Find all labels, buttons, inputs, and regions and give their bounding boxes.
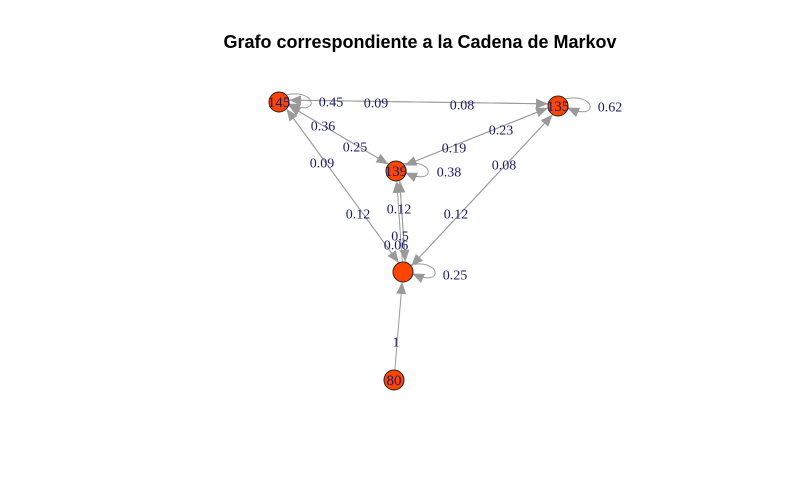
node-nc [392,261,414,283]
edge-label-e139-135: 0.23 [489,124,514,139]
node-n80: 80 [383,369,405,391]
edge-label-ec-135: 0.12 [444,208,469,223]
edge-e139-139 [402,162,429,182]
nodes-layer: 145 135 139 80 [268,91,570,391]
node-circle-n80 [383,369,405,391]
graph-title: Grafo correspondiente a la Cadena de Mar… [223,32,616,52]
edge-label-ec-139: 0.5 [391,230,409,245]
edge-label-e139-139: 0.38 [437,166,462,181]
edge-label-ec-145: 0.12 [346,208,371,223]
edges-layer [285,93,591,371]
edge-label-ec-c: 0.25 [443,269,468,284]
node-label-n139: 139 [385,164,408,180]
edge-e135-145 [289,95,549,106]
edge-label-e135-145: 0.08 [450,99,475,114]
edge-label-e139-c: 0.12 [387,203,412,218]
edge-label-e145-135: 0.09 [364,97,389,112]
edge-ec-139b [395,180,406,262]
node-circle-n145 [268,91,290,113]
edge-label-e139-145: 0.25 [343,141,368,156]
edge-e139-145 [288,105,389,165]
edge-label-e135-139: 0.19 [442,142,467,157]
node-label-n135: 135 [547,99,570,115]
edge-ec-c [409,263,436,283]
edge-ec-135 [410,114,553,267]
edge-label-e135-135: 0.62 [598,101,623,116]
edge-label-e145-145: 0.45 [319,96,344,111]
node-n145: 145 [268,91,291,113]
node-circle-nc [392,261,414,283]
node-label-n145: 145 [268,95,291,111]
edge-ec-145 [286,108,400,264]
edge-e135-135 [564,97,591,117]
node-circle-n139 [385,160,407,182]
edge-label-e135-c: 0.08 [492,159,517,174]
edge-e135-139 [404,107,549,166]
edge-label-e145-c: 0.09 [310,157,335,172]
edge-label-e145-139: 0.36 [311,120,336,135]
node-label-n80: 80 [387,373,402,389]
edge-label-e80-c: 1 [393,336,400,351]
edge-labels-layer: 0.45 0.09 0.08 0.62 0.36 0.25 0.23 0.19 0.38 0.09… [310,96,623,351]
node-n135: 135 [547,95,570,117]
edge-label-ec-139b: 0.06 [384,239,409,254]
node-n139: 139 [385,160,408,182]
node-circle-n135 [547,95,569,117]
edge-ec-139 [392,180,403,263]
edge-e80-c [394,281,407,371]
